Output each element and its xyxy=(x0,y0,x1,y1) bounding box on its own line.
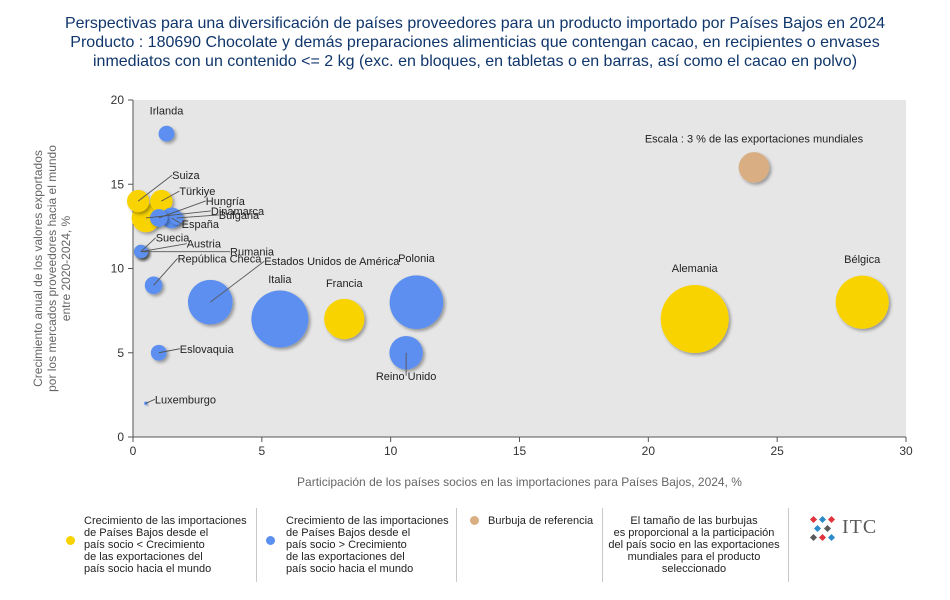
point-label: Bélgica xyxy=(844,254,881,266)
y-axis-label-line: Crecimiento anual de los valores exporta… xyxy=(31,150,45,387)
size-note-line: mundiales para el producto xyxy=(627,551,761,563)
yellow-bubble-icon xyxy=(66,536,75,545)
y-tick-label: 5 xyxy=(117,346,124,360)
title-line-1: Perspectivas para una diversificación de… xyxy=(64,15,886,32)
legend-divider xyxy=(456,508,457,582)
point-label: Reino Unido xyxy=(376,371,437,383)
point-label: Hungría xyxy=(206,196,246,208)
x-tick-label: 5 xyxy=(258,444,265,458)
legend-divider xyxy=(788,508,789,582)
label-leader-line xyxy=(140,237,157,252)
point-label: Escala : 3 % de las exportaciones mundia… xyxy=(645,133,864,145)
legend-reference-label: Burbuja de referencia xyxy=(488,515,594,527)
point-label: Bulgaria xyxy=(219,210,260,222)
itc-logo-text: ITC xyxy=(842,516,878,538)
point-label: Türkiye xyxy=(179,186,215,198)
legend-yellow-line: país socio < Crecimiento xyxy=(84,539,205,551)
legend-item-blue: Crecimiento de las importaciones de País… xyxy=(260,506,450,580)
point-label: Dinamarca xyxy=(211,206,265,218)
y-tick-label: 0 xyxy=(117,430,124,444)
size-note-line: es proporcional a la participación xyxy=(613,527,775,539)
x-tick-label: 30 xyxy=(899,444,913,458)
y-axis-label-line: por los mercados proveedores hacia el mu… xyxy=(45,145,59,392)
plot-area xyxy=(133,100,906,437)
legend-blue-line: de Países Bajos desde el xyxy=(286,527,411,539)
bubble-point xyxy=(251,290,309,348)
point-label: Italia xyxy=(268,274,292,286)
bubble-chart: 0 5 10 15 20 25 30 0 5 10 15 20 Participación de los… xyxy=(31,93,913,489)
label-leader-line xyxy=(176,214,219,219)
legend-yellow-line: Crecimiento de las importaciones xyxy=(84,515,247,527)
x-tick-label: 15 xyxy=(513,444,527,458)
point-label: Suiza xyxy=(172,170,200,182)
title-line-3: inmediatos con un contenido <= 2 kg (exc… xyxy=(92,53,858,70)
bubble-point xyxy=(660,285,729,354)
blue-bubble-icon xyxy=(266,536,275,545)
point-label: Austria xyxy=(187,239,222,251)
point-label: Irlanda xyxy=(150,106,185,118)
legend: Crecimiento de las importaciones de País… xyxy=(60,506,880,582)
bubble-point xyxy=(835,275,889,329)
label-leader-line xyxy=(161,190,180,202)
x-tick-label: 10 xyxy=(384,444,398,458)
label-leader-line xyxy=(158,348,180,354)
point-label: Rumania xyxy=(230,247,275,259)
label-leader-line xyxy=(145,210,211,219)
bubble-point xyxy=(389,275,444,330)
legend-divider xyxy=(256,508,257,582)
x-axis-label: Participación de los países socios en la… xyxy=(297,475,742,489)
chart-title: Perspectivas para una diversificación de… xyxy=(0,14,950,71)
point-label: Alemania xyxy=(672,263,719,275)
bubble-point xyxy=(738,152,770,183)
itc-logo-icon xyxy=(809,515,836,542)
legend-yellow-line: de las exportaciones del xyxy=(84,551,203,563)
reference-bubble-icon xyxy=(470,516,479,525)
y-tick-label: 15 xyxy=(111,177,125,191)
x-tick-label: 0 xyxy=(130,444,137,458)
point-label: Estados Unidos de América xyxy=(264,256,400,268)
legend-yellow-line: país socio hacia el mundo xyxy=(84,563,212,575)
point-label: República Checa xyxy=(178,253,263,265)
bubble-point xyxy=(158,125,175,142)
legend-item-reference: Burbuja de referencia xyxy=(460,506,598,580)
point-label: Luxemburgo xyxy=(155,394,216,406)
label-leader-line xyxy=(210,260,265,303)
x-tick-label: 25 xyxy=(770,444,784,458)
size-note-line: El tamaño de las burbujas xyxy=(630,515,758,527)
point-label: Suecia xyxy=(156,233,191,245)
point-label: Eslovaquia xyxy=(180,344,235,356)
legend-blue-line: Crecimiento de las importaciones xyxy=(286,515,449,527)
size-note-line: del país socio en las exportaciones xyxy=(608,539,780,551)
point-label: Francia xyxy=(326,278,364,290)
label-leader-line xyxy=(158,200,206,219)
y-axis-label-line: entre 2020-2024, % xyxy=(59,215,73,321)
legend-size-note: El tamaño de las burbujas es proporciona… xyxy=(604,506,784,580)
title-line-2: Producto : 180690 Chocolate y demás prep… xyxy=(70,34,880,51)
legend-blue-line: de las exportaciones del xyxy=(286,551,405,563)
label-leader-line xyxy=(153,258,178,286)
bubble-point xyxy=(324,298,365,340)
legend-divider xyxy=(602,508,603,582)
legend-item-yellow: Crecimiento de las importaciones de País… xyxy=(60,506,250,580)
legend-blue-line: país socio hacia el mundo xyxy=(286,563,414,575)
point-label: España xyxy=(182,219,220,231)
legend-blue-line: país socio > Crecimiento xyxy=(286,539,407,551)
y-tick-label: 20 xyxy=(111,93,125,107)
label-leader-line xyxy=(137,174,173,202)
x-tick-label: 20 xyxy=(642,444,656,458)
y-tick-label: 10 xyxy=(111,262,125,276)
legend-yellow-line: de Países Bajos desde el xyxy=(84,527,209,539)
label-leader-line xyxy=(145,398,156,404)
label-leader-line xyxy=(171,217,182,225)
point-label: Polonia xyxy=(398,253,436,265)
size-note-line: seleccionado xyxy=(661,563,727,575)
label-leader-line xyxy=(140,243,187,253)
itc-logo: ITC xyxy=(808,512,888,544)
y-axis-label: Crecimiento anual de los valores exporta… xyxy=(31,145,73,392)
